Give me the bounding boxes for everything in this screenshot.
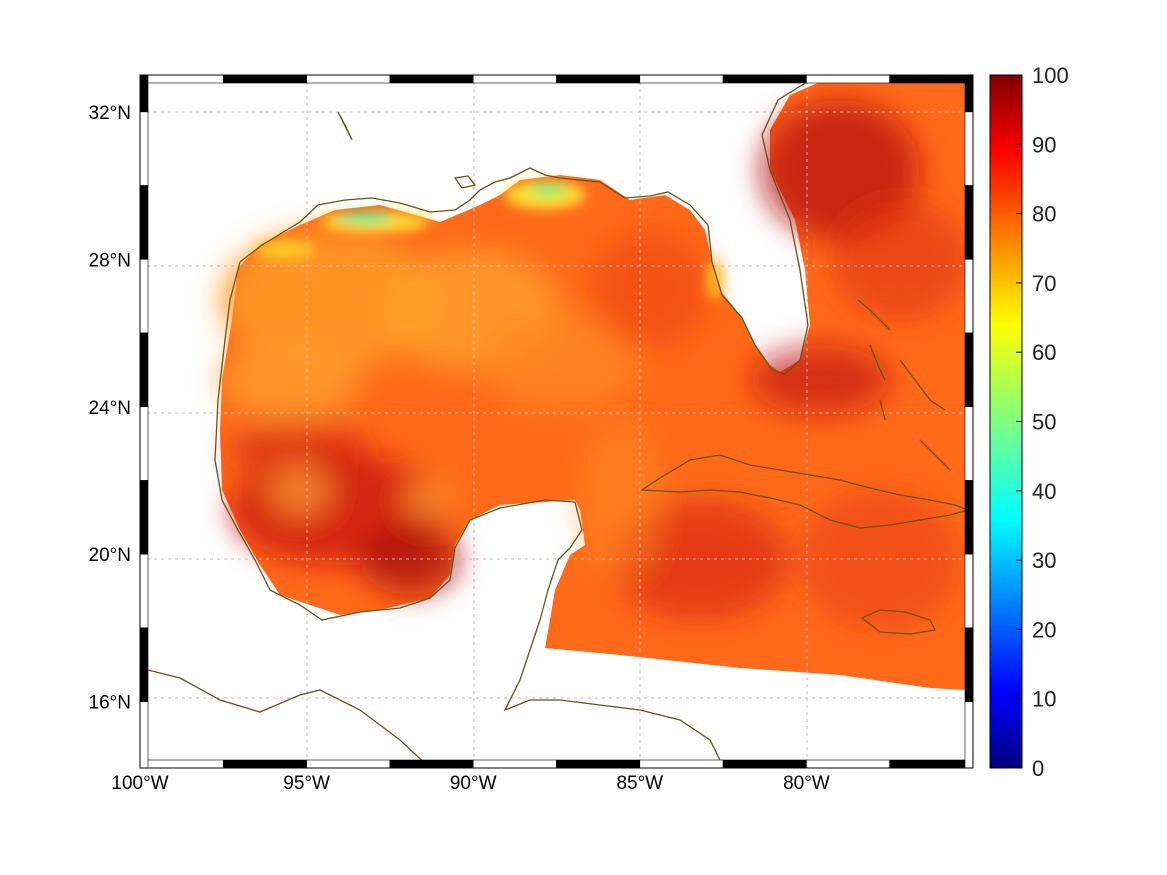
- frame-segment: [139, 406, 149, 481]
- mexico-coastline: [214, 261, 721, 761]
- colorbar-tick-label: 50: [1032, 410, 1056, 435]
- lake-coastline: [337, 111, 477, 189]
- colorbar-tick-label: 60: [1032, 340, 1056, 365]
- frame-segment: [139, 701, 149, 769]
- frame-segment: [389, 759, 474, 769]
- frame-segment: [472, 759, 557, 769]
- frame-segment: [306, 759, 391, 769]
- frame-segment: [964, 553, 974, 629]
- frame-segment: [964, 111, 974, 186]
- gulf-coastline: [239, 76, 816, 375]
- y-tick-label: 32°N: [89, 103, 131, 124]
- jamaica-coastline: [860, 609, 936, 635]
- y-tick-label: 28°N: [89, 250, 131, 271]
- frame-segment: [639, 759, 724, 769]
- cuba-coastline: [640, 454, 971, 529]
- frame-segment: [139, 111, 149, 186]
- frame-segment: [889, 74, 974, 84]
- frame-segment: [139, 185, 149, 260]
- frame-segment: [964, 627, 974, 702]
- frame-segment: [964, 480, 974, 555]
- frame-segment: [556, 759, 641, 769]
- frame-segment: [722, 74, 807, 84]
- frame-segment: [306, 74, 391, 84]
- coastlines: [140, 76, 971, 768]
- x-tick-label: 100°W: [111, 773, 168, 794]
- frame-segment: [556, 74, 641, 84]
- frame-segment: [964, 185, 974, 260]
- frame-segment: [139, 480, 149, 555]
- frame-segment: [722, 759, 807, 769]
- x-tick-label: 80°W: [783, 773, 830, 794]
- grid-lines: [140, 75, 973, 768]
- frame-segment: [139, 627, 149, 702]
- frame-segment: [639, 74, 724, 84]
- x-tick-label: 90°W: [450, 773, 497, 794]
- frame-segment: [806, 74, 891, 84]
- colorbar-tick-label: 20: [1032, 617, 1056, 642]
- y-tick-label: 24°N: [89, 398, 131, 419]
- colorbar-tick-label: 40: [1032, 479, 1056, 504]
- frame-segment: [964, 74, 974, 113]
- colorbar-tick-label: 100: [1032, 63, 1069, 88]
- y-tick-label: 16°N: [89, 693, 131, 714]
- colorbar-tick-label: 90: [1032, 132, 1056, 157]
- frame-segment: [806, 759, 891, 769]
- heat-field: [220, 82, 970, 690]
- colorbar-tick-label: 30: [1032, 548, 1056, 573]
- bahamas-coastline: [857, 299, 951, 471]
- frame-segment: [139, 74, 224, 84]
- frame-segment: [889, 759, 974, 769]
- x-tick-label: 95°W: [283, 773, 330, 794]
- colorbar-tick-label: 0: [1032, 756, 1044, 781]
- frame-segment: [223, 759, 307, 769]
- frame-segment: [472, 74, 557, 84]
- frame-segment: [139, 332, 149, 408]
- frame-segment: [964, 406, 974, 481]
- frame-segment: [139, 759, 224, 769]
- x-tick-labels: 100°W 95°W 90°W 85°W 80°W: [111, 773, 829, 794]
- frame-segment: [964, 332, 974, 408]
- colorbar: 0 10 20 30 40 50 60 70 80 90 100: [989, 63, 1069, 781]
- x-tick-label: 85°W: [616, 773, 663, 794]
- map-axes: [139, 74, 974, 769]
- colorbar-tick-label: 70: [1032, 271, 1056, 296]
- plot-border: [139, 74, 974, 769]
- y-tick-labels: 32°N 28°N 24°N 20°N 16°N: [89, 103, 131, 714]
- frame-segment: [139, 74, 149, 113]
- frame-segment: [389, 74, 474, 84]
- frame-segment: [964, 701, 974, 769]
- frame-segment: [223, 74, 307, 84]
- central-america-coastline: [140, 667, 431, 768]
- frame-segment: [139, 259, 149, 334]
- colorbar-ticks: 0 10 20 30 40 50 60 70 80 90 100: [1016, 63, 1069, 781]
- colorbar-tick-label: 80: [1032, 202, 1056, 227]
- frame-segment: [139, 553, 149, 629]
- frame-segment: [964, 259, 974, 334]
- y-tick-label: 20°N: [89, 545, 131, 566]
- colorbar-tick-label: 10: [1032, 687, 1056, 712]
- map-frame: [139, 74, 974, 769]
